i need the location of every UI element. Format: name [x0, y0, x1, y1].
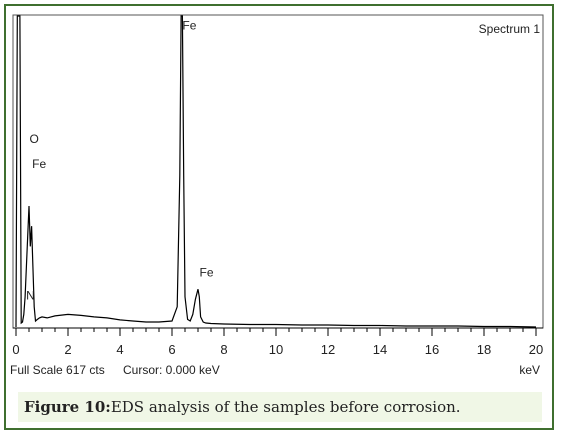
- caption-text: EDS analysis of the samples before corro…: [110, 398, 461, 416]
- x-axis-label: keV: [519, 363, 540, 377]
- x-tick-label: 4: [116, 342, 123, 357]
- x-tick-label: 2: [64, 342, 71, 357]
- x-tick-label: 0: [12, 342, 19, 357]
- full-scale-readout: Full Scale 617 cts: [10, 363, 105, 377]
- figure-caption: Figure 10: EDS analysis of the samples b…: [18, 392, 542, 422]
- x-tick-label: 20: [529, 342, 543, 357]
- x-axis-ticks: [15, 328, 537, 336]
- x-tick-label: 16: [425, 342, 439, 357]
- chart-title: Spectrum 1: [479, 22, 541, 36]
- x-tick-label: 14: [373, 342, 387, 357]
- peak-label: O: [30, 132, 39, 146]
- peak-labels: Fe O Fe Fe N: [26, 19, 214, 303]
- spectrum-line: [15, 15, 537, 328]
- x-tick-label: 18: [477, 342, 491, 357]
- x-axis-tick-labels: 0 2 4 6 8 10 12 14 16 18 20: [12, 342, 543, 357]
- peak-label: Fe: [32, 157, 46, 171]
- x-tick-label: 12: [321, 342, 335, 357]
- x-tick-label: 8: [220, 342, 227, 357]
- cursor-readout: Cursor: 0.000 keV: [123, 363, 220, 377]
- peak-label: Fe: [200, 266, 214, 280]
- caption-label: Figure 10:: [24, 398, 111, 416]
- x-tick-label: 10: [269, 342, 283, 357]
- x-tick-label: 6: [168, 342, 175, 357]
- peak-label: N: [26, 288, 35, 302]
- peak-label: Fe: [182, 19, 196, 33]
- plot-area: [12, 14, 544, 329]
